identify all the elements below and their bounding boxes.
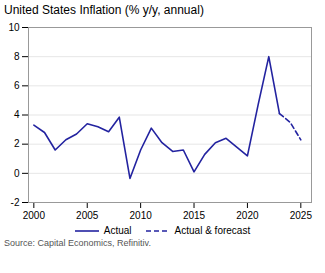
svg-text:-2: -2 [11, 197, 20, 208]
svg-text:2005: 2005 [76, 210, 99, 221]
svg-text:6: 6 [14, 80, 20, 91]
svg-text:10: 10 [8, 22, 20, 33]
svg-text:8: 8 [14, 51, 20, 62]
svg-text:2: 2 [14, 138, 20, 149]
svg-text:4: 4 [14, 109, 20, 120]
svg-text:2020: 2020 [236, 210, 259, 221]
svg-text:0: 0 [14, 168, 20, 179]
svg-text:2025: 2025 [290, 210, 313, 221]
svg-text:2010: 2010 [130, 210, 153, 221]
html-text:United States Inflation (% y/y: United States Inflation (% y/y, annual) [4, 3, 204, 17]
svg-text:2000: 2000 [23, 210, 46, 221]
html-text:Actual: Actual [103, 225, 132, 236]
html-text:Source: Capital Economics, Ref: Source: Capital Economics, Refinitiv. [4, 238, 151, 248]
svg-text:2015: 2015 [183, 210, 206, 221]
html-text:Actual & forecast: Actual & forecast [174, 225, 251, 236]
